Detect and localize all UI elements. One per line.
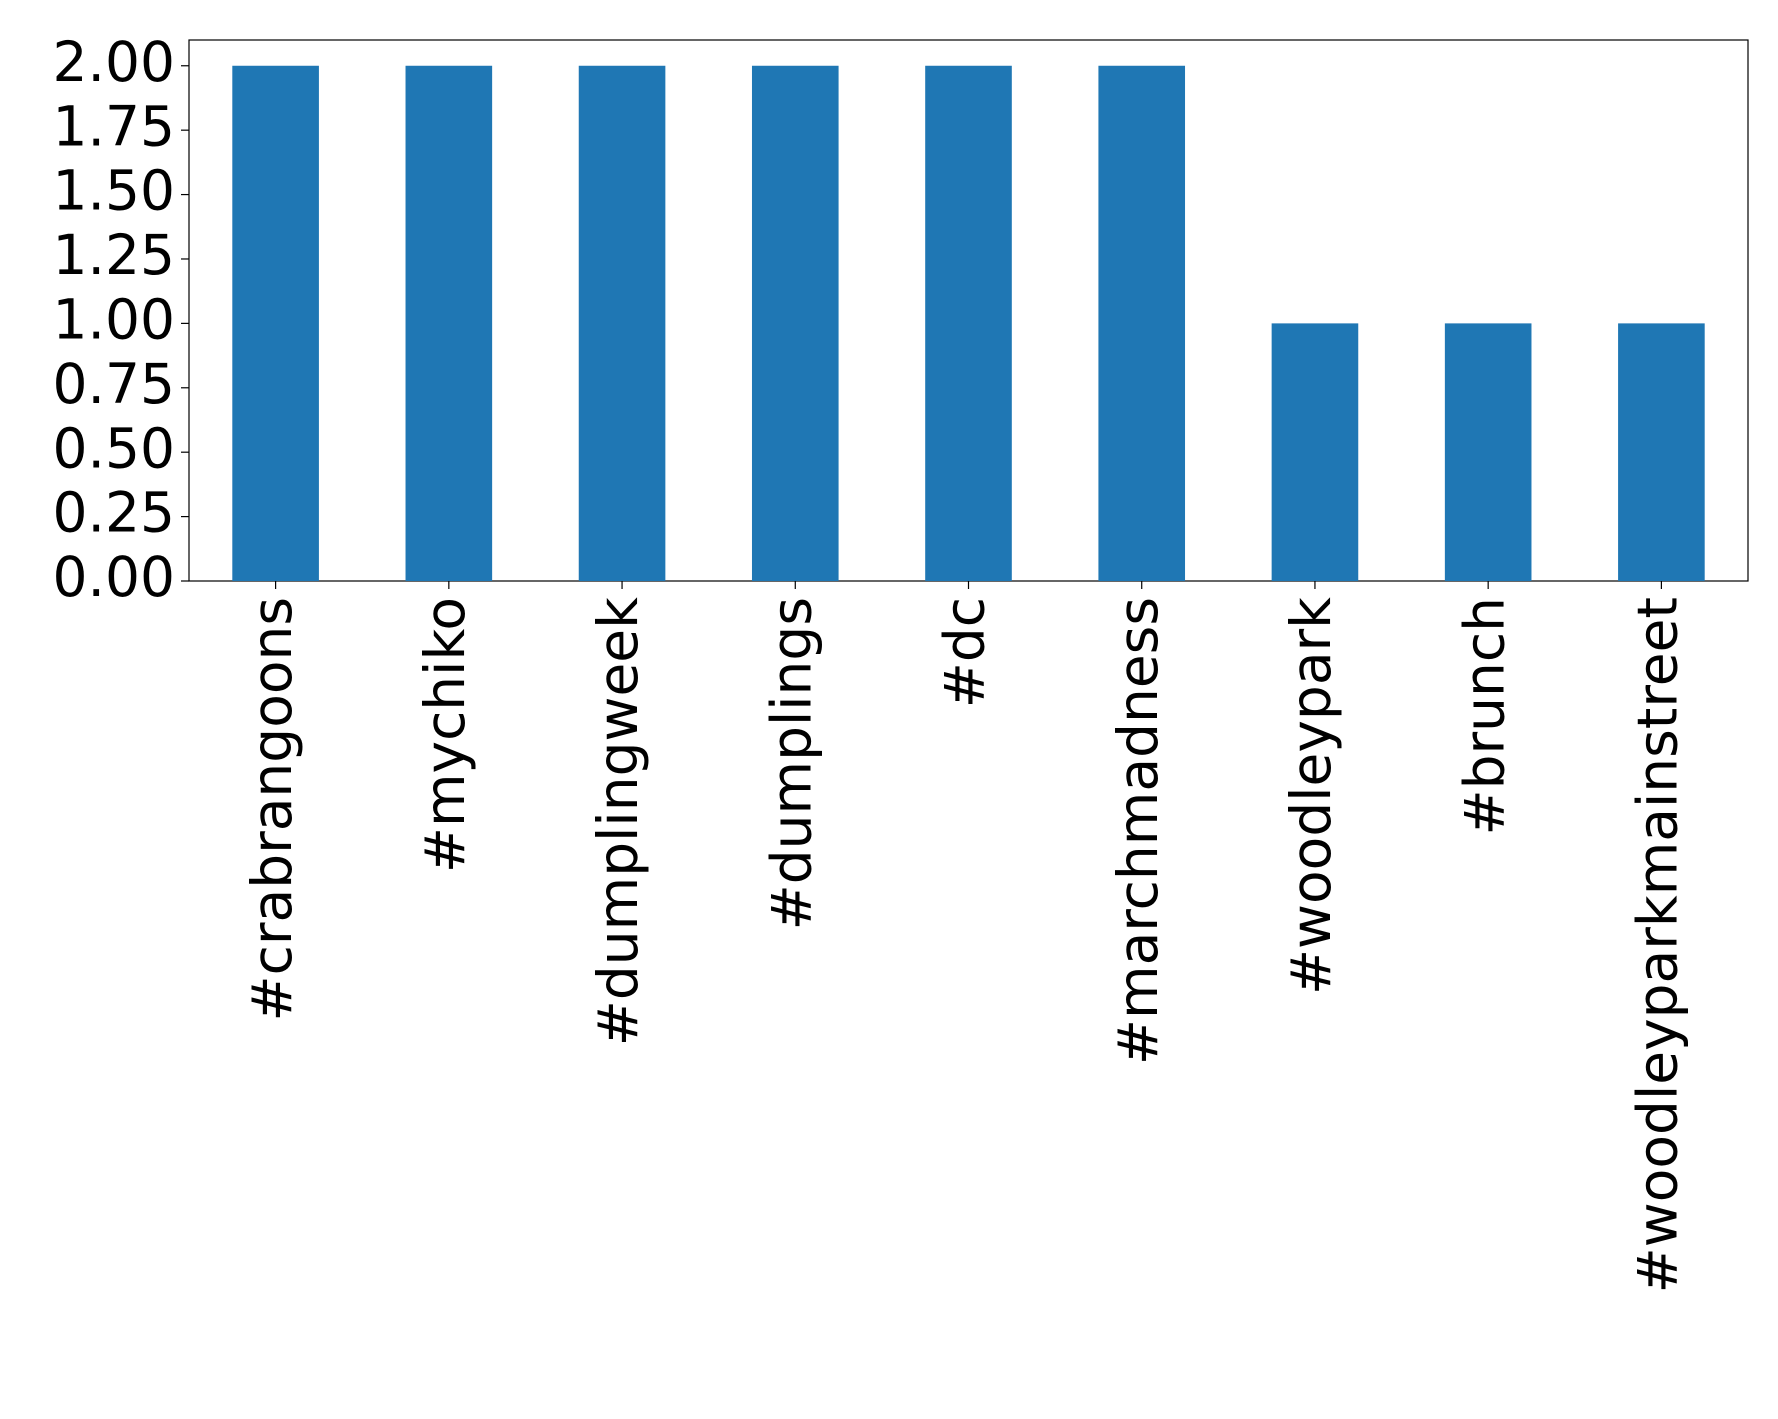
x-tick-label: #brunch bbox=[1452, 597, 1516, 835]
y-tick-label: 1.50 bbox=[53, 159, 175, 223]
bar bbox=[1444, 323, 1532, 581]
x-tick-label: #dumplings bbox=[759, 597, 823, 930]
y-tick-label: 0.00 bbox=[53, 545, 175, 609]
y-tick-label: 1.00 bbox=[53, 288, 175, 352]
y-tick-label: 1.25 bbox=[53, 223, 175, 287]
bar bbox=[578, 65, 666, 581]
x-tick-label: #dc bbox=[933, 597, 997, 708]
y-tick-label: 2.00 bbox=[53, 30, 175, 94]
x-tick-label: #marchmadness bbox=[1106, 597, 1170, 1065]
y-tick-label: 0.25 bbox=[53, 481, 175, 545]
y-tick-label: 0.75 bbox=[53, 352, 175, 416]
x-tick-label: #mychiko bbox=[413, 597, 477, 873]
bar bbox=[1271, 323, 1359, 581]
y-tick-label: 0.50 bbox=[53, 416, 175, 480]
bar bbox=[1618, 323, 1705, 581]
bar bbox=[751, 65, 839, 581]
y-tick-label: 1.75 bbox=[53, 94, 175, 158]
bar bbox=[232, 65, 319, 581]
bar bbox=[1098, 65, 1186, 581]
bar bbox=[925, 65, 1012, 581]
x-tick-label: #woodleypark bbox=[1279, 597, 1343, 995]
x-tick-label: #crabrangoons bbox=[240, 597, 304, 1021]
x-tick-label: #dumplingweek bbox=[586, 597, 650, 1046]
x-tick-label: #woodleyparkmainstreet bbox=[1626, 597, 1690, 1293]
bar bbox=[405, 65, 493, 581]
